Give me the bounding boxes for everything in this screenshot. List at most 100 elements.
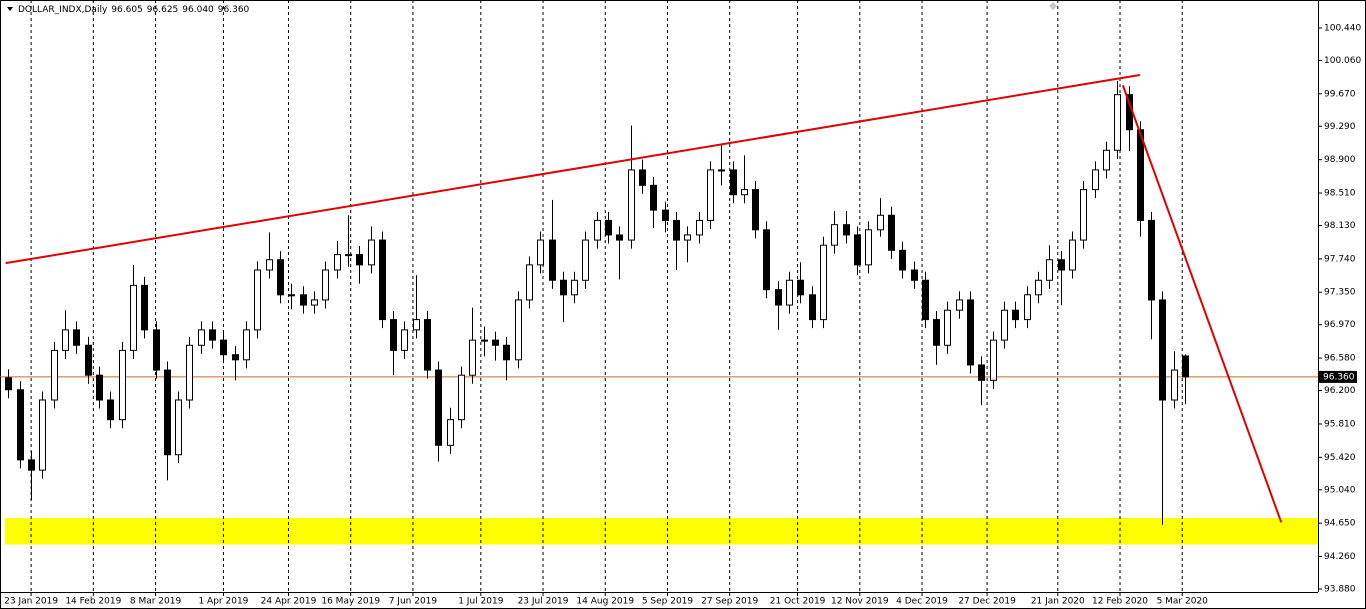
candle-body [401,329,408,351]
candle-body [73,329,80,346]
candle-body [469,339,476,376]
candle-body [334,254,341,271]
candle-body [650,184,657,211]
price-label-box [1319,370,1357,383]
candle-body [899,249,906,271]
header-value: 96.605 [111,5,143,15]
x-tick-label: 23 Jan 2019 [4,597,58,607]
candle-body [322,269,329,301]
chart-header: DOLLAR_INDX,Daily 96.605 96.625 96.040 96.36… [18,5,250,15]
candle-body [888,214,895,251]
x-tick-label: 23 Jul 2019 [518,597,569,607]
y-tick-label: 93.880 [1324,585,1356,595]
candle-body [379,239,386,321]
candle-body [153,329,160,371]
candle-body [85,344,92,376]
candle-body [39,399,46,471]
candle-body [673,219,680,241]
candle-body [1080,189,1087,241]
candle-body [933,319,940,346]
y-tick-label: 98.510 [1324,189,1356,199]
candle-body [730,169,737,196]
candle-body [458,374,465,421]
candle-body [741,189,748,196]
candle-body [1182,355,1189,378]
candle-body [775,289,782,306]
x-tick-label: 21 Oct 2019 [770,597,826,607]
y-tick-label: 96.580 [1324,354,1356,364]
candle-body [175,399,182,456]
x-tick-label: 1 Jul 2019 [458,597,503,607]
candle-body [1114,94,1121,151]
candle-body [594,219,601,241]
candle-body [1024,294,1031,321]
candle-body [944,309,951,346]
y-tick-label: 98.130 [1324,221,1356,231]
candle-body [243,329,250,361]
candle-body [345,254,352,257]
candle-body [696,219,703,236]
x-tick-label: 7 Jun 2019 [389,597,438,607]
candle-body [763,229,770,291]
candle-body [481,339,488,342]
y-tick-label: 95.420 [1324,453,1356,463]
candle-body [277,259,284,296]
y-tick-label: 95.810 [1324,419,1356,429]
x-tick-label: 5 Sep 2019 [642,597,694,607]
candle-body [684,234,691,241]
candle-body [786,279,793,306]
x-tick-label: 14 Feb 2019 [65,597,121,607]
x-tick-label: 27 Sep 2019 [701,597,758,607]
candle-body [1103,149,1110,171]
candle-body [17,389,24,461]
candle-body [390,319,397,351]
candle-body [877,214,884,231]
candle-body [413,319,420,331]
candle-body [198,329,205,346]
shift-marker [1049,2,1057,10]
y-tick-label: 95.040 [1324,485,1356,495]
menu-triangle[interactable] [7,7,13,11]
y-tick-label: 97.740 [1324,254,1356,264]
y-tick-label: 97.350 [1324,288,1356,298]
y-tick-label: 100.060 [1324,56,1361,66]
candle-body [854,234,861,266]
x-tick-label: 4 Dec 2019 [896,597,948,607]
candle-body [300,294,307,306]
candle-body [1137,129,1144,221]
candle-body [922,279,929,321]
candle-body [28,459,35,471]
candle-body [254,269,261,331]
x-tick-label: 1 Apr 2019 [198,597,248,607]
candle-body [820,244,827,321]
candle-body [266,259,273,271]
candle-body [368,239,375,266]
candle-body [424,319,431,371]
candle-body [141,284,148,331]
candle-body [662,209,669,221]
candle-body [560,279,567,296]
candle-body [865,229,872,266]
header-value: 96.040 [182,5,214,15]
support-zone [5,518,1318,545]
x-tick-label: 21 Jan 2020 [1031,597,1085,607]
candle-body [5,377,12,391]
candle-body [447,419,454,446]
candle-body [311,299,318,306]
y-tick-label: 96.970 [1324,320,1356,330]
candle-body [628,169,635,241]
candle-body [1069,239,1076,271]
candle-body [797,279,804,296]
candle-body [718,169,725,172]
candle-body [616,234,623,241]
candle-body [809,294,816,321]
candle-body [978,364,985,381]
price-label: 96.360 [1323,372,1355,382]
y-tick-label: 96.200 [1324,386,1356,396]
y-tick-label: 98.900 [1324,155,1356,165]
x-tick-label: 12 Nov 2019 [831,597,889,607]
candle-body [288,294,295,297]
x-tick-label: 12 Feb 2020 [1092,597,1148,607]
